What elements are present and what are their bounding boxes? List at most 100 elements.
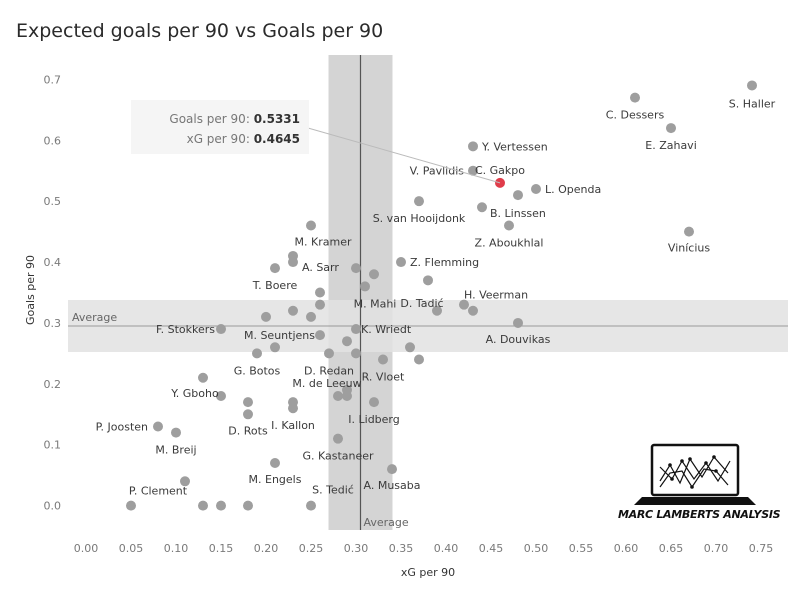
data-point [684,226,694,237]
average-y-label: Average [72,311,117,324]
data-point [459,299,469,310]
point-label: S. van Hooijdonk [373,212,466,225]
point-label: M. Kramer [295,236,352,249]
data-point [531,183,541,194]
data-point [216,500,226,511]
data-point [261,311,271,322]
point-label: I. Lidberg [348,413,399,426]
data-point [180,476,190,487]
y-tick-label: 0.1 [44,439,62,452]
x-tick-label: 0.75 [749,542,774,555]
point-label: Z. Flemming [410,256,479,269]
data-point [315,287,325,298]
data-point [504,220,514,231]
x-tick-label: 0.00 [74,542,99,555]
x-tick-label: 0.30 [344,542,369,555]
data-point [396,257,406,268]
point-label: E. Zahavi [645,139,697,152]
data-point [423,275,433,286]
data-point [513,190,523,201]
x-tick-label: 0.40 [434,542,459,555]
point-label: Y. Vertessen [481,140,548,153]
x-tick-label: 0.65 [659,542,684,555]
data-point [414,196,424,207]
tooltip-goals: Goals per 90: 0.5331 [169,112,300,126]
y-tick-label: 0.7 [44,73,62,86]
x-axis-title: xG per 90 [401,566,455,579]
point-label: K. Wriedt [361,323,412,336]
data-point [306,220,316,231]
data-point [153,421,163,432]
x-tick-label: 0.15 [209,542,234,555]
point-label: A. Sarr [302,261,339,274]
point-label: D. Redan [304,364,354,377]
point-label: G. Kastaneer [302,450,374,463]
data-point [360,281,370,292]
brand-logo-text: MARC LAMBERTS ANALYSIS [618,508,781,521]
data-point [216,391,226,402]
y-tick-label: 0.2 [44,378,62,391]
data-point [414,354,424,365]
data-point [198,500,208,511]
chart-title: Expected goals per 90 vs Goals per 90 [16,20,384,42]
data-point [126,500,136,511]
y-tick-label: 0.5 [44,195,62,208]
point-label: R. Vloet [362,370,405,383]
point-label: C. Gakpo [475,164,525,177]
point-label: D. Rots [228,424,268,437]
tooltip-connector [307,127,501,184]
tooltip-xg: xG per 90: 0.4645 [187,132,300,146]
point-label: I. Kallon [271,419,315,432]
x-tick-label: 0.45 [479,542,504,555]
x-tick-label: 0.70 [704,542,729,555]
point-label: H. Veerman [464,289,528,302]
x-tick-label: 0.20 [254,542,279,555]
data-point [351,263,361,274]
y-tick-label: 0.0 [44,500,62,513]
data-point [270,458,280,469]
point-label: G. Botos [234,364,281,377]
point-label: M. Breij [155,444,196,457]
y-tick-label: 0.3 [44,317,62,330]
data-point [288,403,298,414]
point-label: A. Douvikas [486,333,551,346]
data-point [243,409,253,420]
data-point [405,342,415,353]
data-point [468,305,478,316]
x-tick-label: 0.55 [569,542,594,555]
point-label: Z. Aboukhlal [475,237,544,250]
point-label: M. de Leeuw [292,377,361,390]
data-point [315,330,325,341]
data-point [432,305,442,316]
data-point [369,269,379,280]
point-label: F. Stokkers [156,323,215,336]
x-tick-label: 0.05 [119,542,144,555]
data-point [387,464,397,475]
data-point [288,257,298,268]
data-point [747,80,757,91]
data-point [342,336,352,347]
y-tick-label: 0.4 [44,256,62,269]
point-label: M. Mahi [354,297,397,310]
data-point [378,354,388,365]
data-point [315,299,325,310]
data-point [306,500,316,511]
point-label: B. Linssen [490,207,546,220]
data-point [198,372,208,383]
x-tick-label: 0.35 [389,542,414,555]
data-point [288,305,298,316]
data-point [270,342,280,353]
data-point [369,397,379,408]
data-point [351,348,361,359]
data-point [243,397,253,408]
data-point [243,500,253,511]
y-tick-label: 0.6 [44,134,62,147]
data-point [477,202,487,213]
laptop-chart-icon [634,443,756,505]
point-label: S. Haller [729,97,776,110]
data-point [324,348,334,359]
point-label: T. Boere [252,279,298,292]
data-point [468,141,478,152]
point-label: D. Tadić [400,297,443,310]
